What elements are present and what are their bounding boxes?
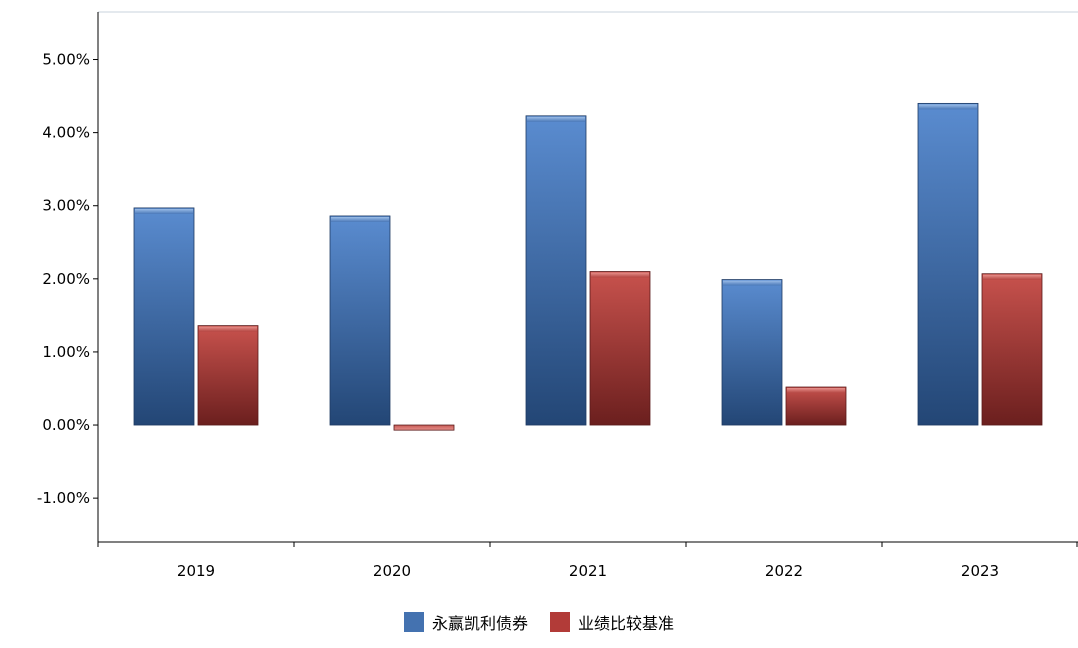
bar-fund-2020 [329,215,391,426]
x-tick-label: 2019 [177,562,215,580]
x-tick-label: 2023 [961,562,999,580]
bar-highlight [919,104,977,110]
legend: 永赢凯利债券 业绩比较基准 [404,612,674,633]
bar-highlight [135,208,193,214]
legend-item-benchmark: 业绩比较基准 [550,612,674,633]
bar-body [197,325,259,426]
bar-body [917,102,979,426]
axes-group: -1.00% 0.00% 1.00% 2.00% 3.00% 4.00% 5.00% 2019… [37,12,1078,580]
bar-highlight [723,280,781,286]
bar-highlight [527,116,585,122]
bar-fund-2019 [133,207,195,426]
bar-fund-2022 [721,279,783,426]
bar-body [525,115,587,426]
legend-swatch [550,612,570,632]
bar-benchmark-2023 [981,273,1043,426]
legend-label: 永赢凯利债券 [432,614,528,633]
y-tick-label: 1.00% [42,343,90,361]
bar-body [981,273,1043,426]
bar-body [329,215,391,426]
bar-fund-2021 [525,115,587,426]
legend-item-fund: 永赢凯利债券 [404,612,528,633]
y-tick-label: 5.00% [42,51,90,69]
bar-highlight [983,274,1041,280]
x-tick-label: 2020 [373,562,411,580]
bar-benchmark-2020 [393,424,455,431]
y-tick-label: 4.00% [42,124,90,142]
legend-label: 业绩比较基准 [578,614,674,633]
bar-body [589,271,651,426]
bar-benchmark-2021 [589,271,651,426]
bar-body [721,279,783,426]
x-tick-label: 2021 [569,562,607,580]
bar-benchmark-2022 [785,386,847,426]
legend-swatch [404,612,424,632]
y-tick-label: 0.00% [42,416,90,434]
y-tick-label: 3.00% [42,197,90,215]
bar-benchmark-2019 [197,325,259,426]
bar-highlight [591,272,649,278]
x-tick-label: 2022 [765,562,803,580]
bar-highlight [331,216,389,222]
bar-highlight [787,388,845,394]
bar-body [133,207,195,426]
bar-highlight [199,326,257,332]
bar-fund-2023 [917,102,979,426]
y-tick-label: -1.00% [37,489,90,507]
bars-group [133,102,1043,431]
bar-body [393,424,455,431]
bar-body [785,386,847,426]
y-tick-label: 2.00% [42,270,90,288]
